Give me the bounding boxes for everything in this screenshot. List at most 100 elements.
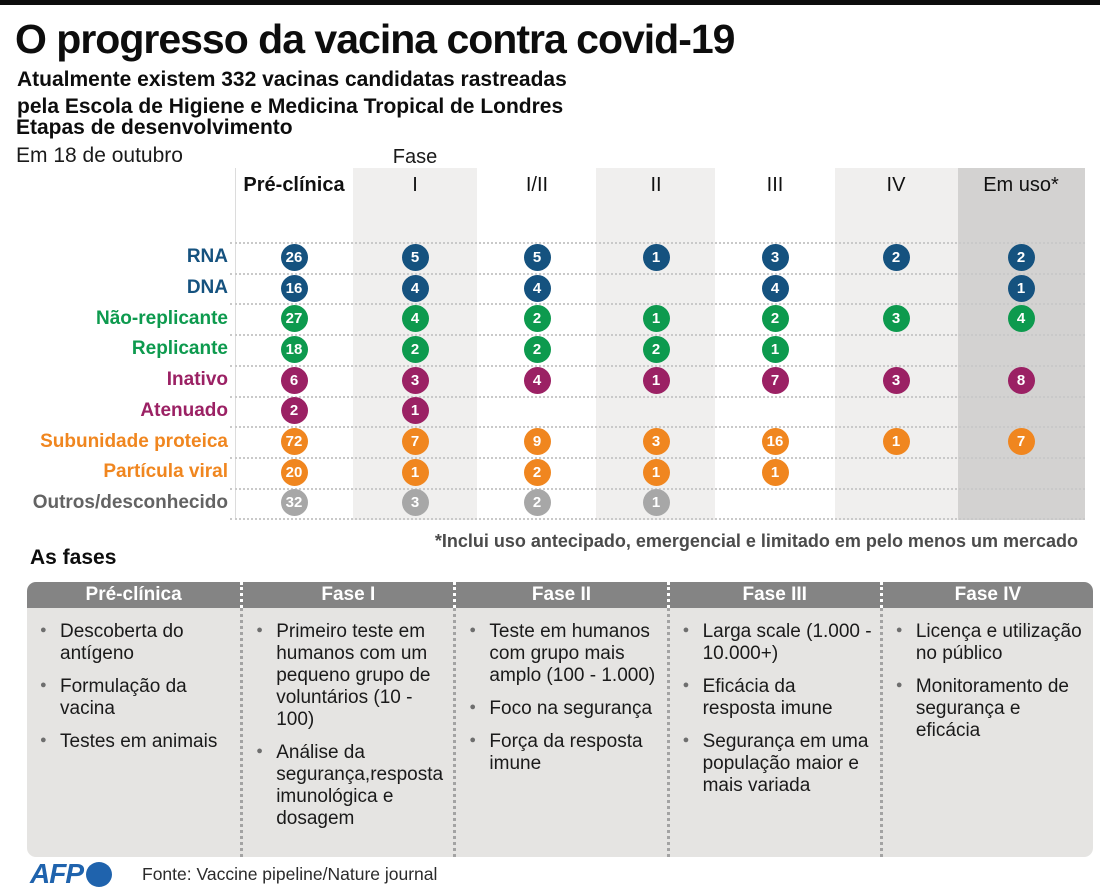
subtitle: Atualmente existem 332 vacinas candidata… (17, 66, 567, 120)
phase-axis-label: Fase (392, 146, 438, 168)
count-badge: 7 (1007, 428, 1035, 456)
count-badge: 2 (1007, 243, 1035, 271)
afp-logo-text: AFP (30, 858, 84, 889)
phase-column-header: Pré-clínica (243, 174, 345, 196)
row-label: Replicante (131, 338, 228, 360)
count-badge: 32 (280, 489, 308, 517)
row-label: Não-replicante (96, 307, 228, 329)
phase-card-title: Fase I (240, 582, 454, 608)
count-badge: 3 (401, 489, 429, 517)
phase-column-header: II (650, 174, 662, 196)
row-label-separator (235, 168, 236, 520)
count-badge: 7 (761, 366, 789, 394)
count-badge: 1 (642, 305, 670, 333)
count-badge: 1 (882, 428, 910, 456)
phase-bullet-item: Força da resposta imune (468, 731, 658, 775)
count-badge: 2 (642, 335, 670, 363)
count-badge: 5 (523, 243, 551, 271)
phase-bullet-item: Testes em animais (39, 731, 232, 753)
row-label: DNA (186, 277, 228, 299)
count-badge: 26 (280, 243, 308, 271)
phases-panel: Pré-clínica Descoberta do antígeno Formula… (27, 582, 1094, 857)
phase-card-body: Primeiro teste em humanos com um pequeno… (240, 608, 454, 857)
row-divider-dotted-line (230, 456, 1085, 459)
count-badge: 3 (882, 305, 910, 333)
phase-card: Pré-clínica Descoberta do antígeno Formula… (27, 582, 241, 857)
phase-column-header: I/II (525, 174, 549, 196)
phase-card-body: Licença e utilização no público Monitoram… (879, 608, 1094, 857)
count-badge: 2 (523, 305, 551, 333)
phase-card-title: Fase III (666, 582, 880, 608)
count-badge: 2 (401, 335, 429, 363)
count-badge: 6 (280, 366, 308, 394)
phase-bullet-item: Foco na segurança (468, 698, 658, 720)
row-divider-dotted-line (230, 303, 1085, 306)
count-badge: 72 (280, 428, 308, 456)
column-band-phase-4 (835, 168, 958, 520)
count-badge: 1 (642, 458, 670, 486)
subtitle-line-1: Atualmente existem 332 vacinas candidata… (17, 68, 567, 91)
phase-card-body: Larga scale (1.000 - 10.000+) Eficácia da… (666, 608, 880, 857)
as-of-date-label: Em 18 de outubro (16, 144, 183, 167)
count-badge: 4 (523, 274, 551, 302)
phase-card: Fase IV Licença e utilização no público Mo… (879, 582, 1094, 857)
count-badge: 2 (882, 243, 910, 271)
phase-card: Fase III Larga scale (1.000 - 10.000+) Efi… (666, 582, 880, 857)
phase-column-header: IV (886, 174, 906, 196)
subtitle-line-2: pela Escola de Higiene e Medicina Tropic… (17, 95, 564, 118)
phase-column-header: III (766, 174, 784, 196)
count-badge: 2 (280, 397, 308, 425)
row-label: Subunidade proteica (40, 430, 228, 452)
count-badge: 16 (761, 428, 789, 456)
count-badge: 3 (882, 366, 910, 394)
row-divider-dotted-line (230, 334, 1085, 337)
footnote: *Inclui uso antecipado, emergencial e li… (434, 531, 1078, 551)
row-label: Atenuado (140, 399, 228, 421)
count-badge: 20 (280, 458, 308, 486)
row-label: Partícula viral (103, 461, 228, 483)
phase-bullet-item: Monitoramento de segurança e eficácia (895, 676, 1085, 742)
afp-logo-dot-icon (86, 861, 112, 887)
phase-bullet-item: Análise da segurança,resposta imunológic… (255, 742, 445, 830)
afp-logo: AFP (30, 858, 112, 890)
phase-card: Fase I Primeiro teste em humanos com um p… (240, 582, 454, 857)
page-title: O progresso da vacina contra covid-19 (15, 16, 735, 62)
phase-card-title: Pré-clínica (27, 582, 241, 608)
count-badge: 1 (642, 489, 670, 517)
phases-section-title: As fases (30, 546, 117, 569)
source-text: Fonte: Vaccine pipeline/Nature journal (142, 863, 438, 884)
count-badge: 1 (761, 458, 789, 486)
count-badge: 16 (280, 274, 308, 302)
row-divider-dotted-line (230, 364, 1085, 367)
row-label: Outros/desconhecido (32, 491, 228, 513)
top-border-bar (0, 0, 1100, 5)
count-badge: 3 (642, 428, 670, 456)
count-badge: 4 (401, 305, 429, 333)
phase-card-body: Teste em humanos com grupo mais amplo (1… (453, 608, 667, 857)
count-badge: 4 (523, 366, 551, 394)
count-badge: 9 (523, 428, 551, 456)
row-divider-dotted-line (230, 518, 1085, 521)
phase-column-header: Em uso* (983, 174, 1059, 196)
phase-bullet-item: Eficácia da resposta imune (682, 676, 872, 720)
count-badge: 27 (280, 305, 308, 333)
row-divider-dotted-line (230, 242, 1085, 244)
count-badge: 4 (761, 274, 789, 302)
count-badge: 7 (401, 428, 429, 456)
count-badge: 4 (1007, 305, 1035, 333)
phase-bullet-item: Formulação da vacina (39, 676, 232, 720)
footer: AFP Fonte: Vaccine pipeline/Nature journ… (30, 858, 437, 890)
phase-bullet-item: Larga scale (1.000 - 10.000+) (682, 621, 872, 665)
phase-card: Fase II Teste em humanos com grupo mais a… (453, 582, 667, 857)
development-stages-title: Etapas de desenvolvimento (16, 116, 293, 139)
phase-bullet-item: Teste em humanos com grupo mais amplo (1… (468, 621, 658, 687)
phase-card-title: Fase IV (879, 582, 1094, 608)
count-badge: 1 (642, 243, 670, 271)
phase-bullet-item: Segurança em uma população maior e mais … (682, 731, 872, 797)
column-band-in-use (958, 168, 1085, 520)
count-badge: 3 (401, 366, 429, 394)
row-divider-dotted-line (230, 426, 1085, 429)
row-divider-dotted-line (230, 272, 1085, 275)
